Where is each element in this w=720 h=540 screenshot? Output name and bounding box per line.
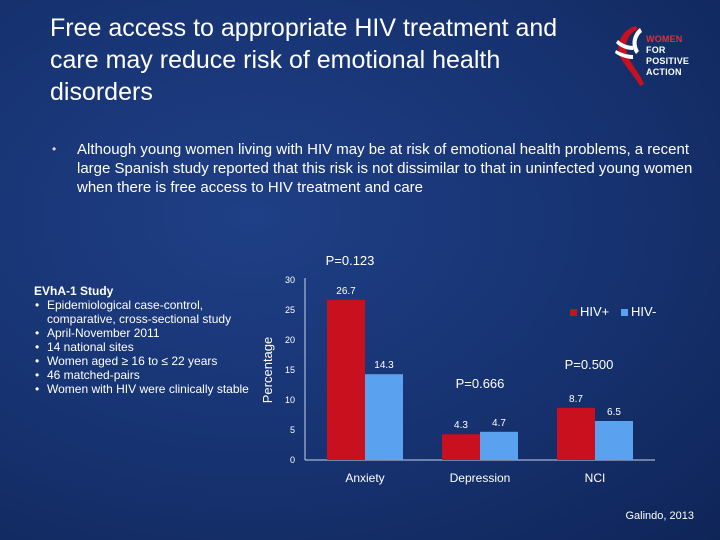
main-bullet: • Although young women living with HIV m… bbox=[50, 140, 700, 197]
list-item: • Women aged ≥ 16 to ≤ 22 years bbox=[35, 354, 218, 368]
bullet-dot-icon: • bbox=[35, 354, 40, 368]
logo-line: FOR bbox=[646, 45, 666, 55]
bullet-dot-icon: • bbox=[35, 382, 40, 396]
x-tick-label: NCI bbox=[585, 471, 606, 485]
data-label: 14.3 bbox=[374, 360, 394, 371]
study-details: EVhA-1 Study • Epidemiological case-contr… bbox=[34, 284, 264, 396]
list-item: • Epidemiological case-control, comparati… bbox=[35, 298, 232, 326]
study-title: EVhA-1 Study bbox=[34, 284, 114, 298]
women-for-positive-action-logo-icon bbox=[615, 26, 644, 86]
study-list: • Epidemiological case-control, comparati… bbox=[34, 298, 264, 396]
bar bbox=[442, 434, 480, 460]
y-tick-label: 20 bbox=[285, 335, 295, 345]
y-axis-label: Percentage bbox=[260, 337, 275, 404]
y-tick-label: 30 bbox=[285, 275, 295, 285]
list-item: • Women with HIV were clinically stable bbox=[35, 382, 249, 396]
bar bbox=[327, 299, 365, 460]
slide-title: Free access to appropriate HIV treatment… bbox=[50, 14, 558, 106]
y-tick-label: 0 bbox=[290, 455, 295, 465]
data-label: 4.3 bbox=[454, 420, 468, 431]
bar bbox=[365, 374, 403, 460]
x-tick-label: Anxiety bbox=[345, 471, 384, 485]
legend-label: HIV- bbox=[631, 304, 656, 319]
bullet-dot-icon: • bbox=[35, 298, 40, 312]
bar bbox=[557, 407, 595, 460]
source-citation: Galindo, 2013 bbox=[625, 510, 695, 522]
logo-text: WOMEN FOR POSITIVE ACTION bbox=[646, 34, 716, 78]
data-label: 26.7 bbox=[336, 286, 356, 297]
bullet-dot-icon: • bbox=[35, 326, 40, 340]
x-tick-label: Depression bbox=[450, 471, 511, 485]
y-tick-label: 15 bbox=[285, 365, 295, 375]
data-label: 4.7 bbox=[492, 418, 506, 429]
logo-line: ACTION bbox=[646, 67, 682, 77]
p-value-label: P=0.500 bbox=[565, 357, 614, 372]
bar bbox=[480, 431, 518, 460]
list-item: • 46 matched-pairs bbox=[35, 368, 140, 382]
logo-line: POSITIVE bbox=[646, 56, 690, 66]
legend-label: HIV+ bbox=[580, 304, 609, 319]
data-label: 6.5 bbox=[607, 407, 621, 418]
data-label: 8.7 bbox=[569, 394, 583, 405]
legend-swatch bbox=[570, 309, 577, 316]
list-item: • April-November 2011 bbox=[35, 326, 160, 340]
y-tick-label: 10 bbox=[285, 395, 295, 405]
y-tick-label: 25 bbox=[285, 305, 295, 315]
p-value-label: P=0.123 bbox=[326, 253, 375, 268]
main-bullet-text: Although young women living with HIV may… bbox=[77, 141, 693, 196]
bullet-dot-icon: • bbox=[35, 368, 40, 382]
bullet-dot-icon: • bbox=[52, 142, 57, 156]
p-value-label: P=0.666 bbox=[456, 376, 505, 391]
legend-swatch bbox=[621, 309, 628, 316]
bar-chart: 0 5 10 15 20 25 30 Percentage 26.7 14.3 Anxiety 4.3… bbox=[260, 253, 656, 485]
logo-line: WOMEN bbox=[646, 34, 683, 44]
y-tick-label: 5 bbox=[290, 425, 295, 435]
bullet-dot-icon: • bbox=[35, 340, 40, 354]
list-item: • 14 national sites bbox=[35, 340, 134, 354]
bar bbox=[595, 421, 633, 460]
